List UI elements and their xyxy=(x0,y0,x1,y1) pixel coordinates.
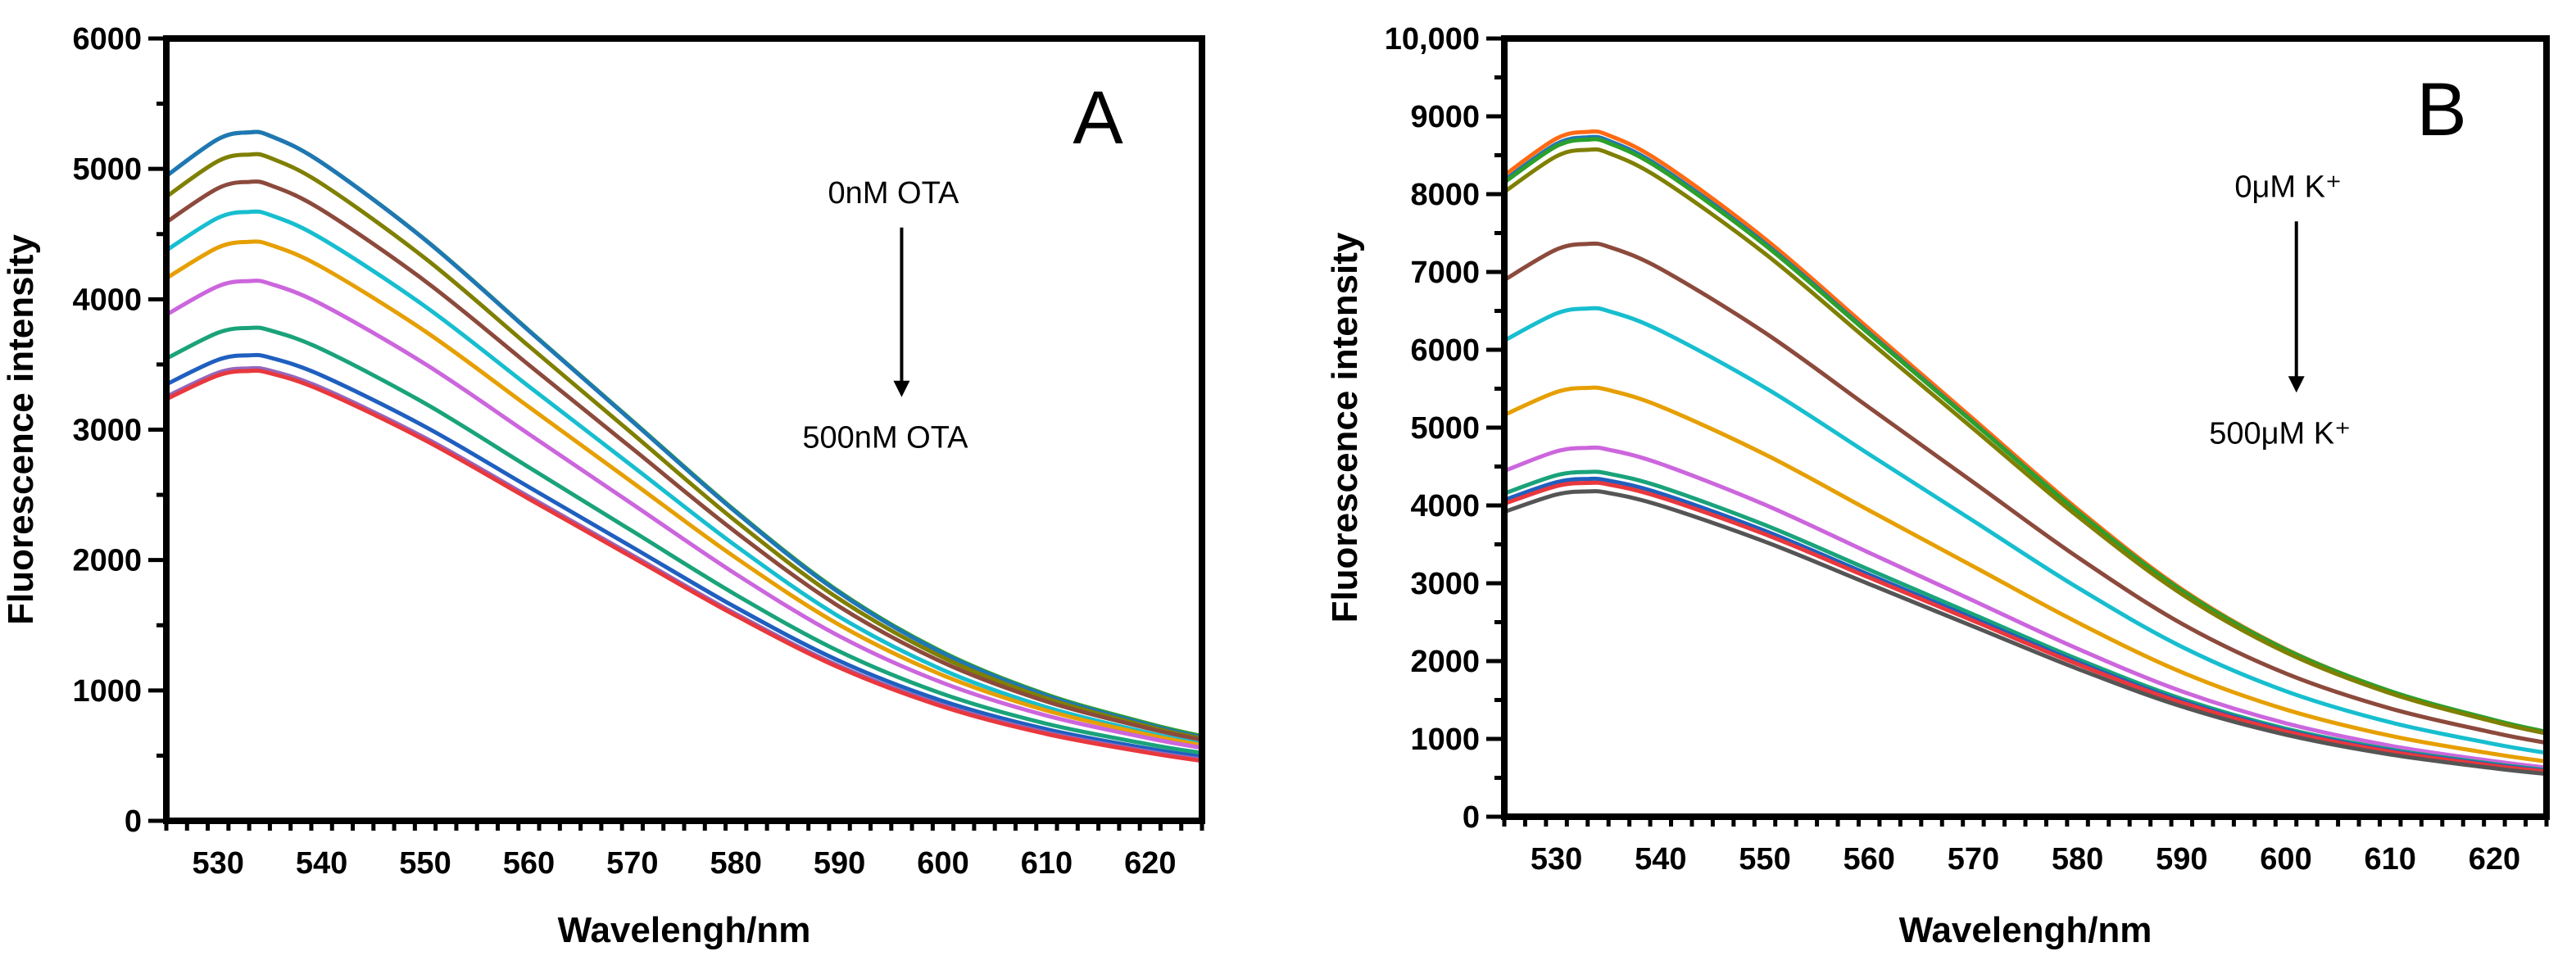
series-line-2 xyxy=(164,129,1204,740)
x-tick-label: 580 xyxy=(2052,842,2103,877)
annotation-end-label: 500μM K⁺ xyxy=(2209,416,2351,451)
panel-b: 530 540 550 560 570 580 590 600 610 620 0 1000 2000 3… xyxy=(1325,22,2550,950)
x-tick-label: 570 xyxy=(1948,842,1999,877)
y-tick-label: 6000 xyxy=(72,22,142,57)
annotation-start-label: 0nM OTA xyxy=(828,176,959,211)
x-tick-label: 610 xyxy=(2364,842,2415,877)
x-tick-label: 540 xyxy=(296,846,347,881)
x-tick-label: 600 xyxy=(2260,842,2311,877)
x-tick-label: 530 xyxy=(192,846,243,881)
annotation-arrow-head xyxy=(893,380,910,397)
y-tick-label: 5000 xyxy=(72,152,142,187)
y-axis-title: Fluorescence intensity xyxy=(1325,232,1365,623)
x-tick-label: 560 xyxy=(503,846,555,881)
y-tick-label: 1000 xyxy=(1410,723,1480,757)
series-group xyxy=(1502,129,2549,777)
y-tick-label: 1000 xyxy=(72,674,142,709)
x-tick-label: 570 xyxy=(606,846,658,881)
x-axis-title: Wavelengh/nm xyxy=(558,910,811,950)
series-line-7 xyxy=(1502,385,2549,763)
y-tick-label: 4000 xyxy=(72,283,142,317)
y-axis-title: Fluorescence intensity xyxy=(1,234,41,625)
y-tick-label: 7000 xyxy=(1410,256,1480,290)
x-tick-label: 620 xyxy=(2469,842,2520,877)
annotation-start-label: 0μM K⁺ xyxy=(2234,170,2342,204)
series-line-7 xyxy=(164,279,1204,750)
panel-letter: A xyxy=(1073,76,1123,160)
x-tick-label: 580 xyxy=(710,846,761,881)
y-tick-label: 6000 xyxy=(1410,333,1480,368)
y-tick-label: 0 xyxy=(1463,800,1480,835)
x-tick-label: 600 xyxy=(917,846,968,881)
series-line-11 xyxy=(1502,480,2549,774)
panel-a: 530 540 550 560 570 580 590 600 610 620 0 1000 2000 3… xyxy=(1,22,1205,950)
series-line-9 xyxy=(1502,469,2549,772)
x-tick-label: 620 xyxy=(1124,846,1176,881)
y-tick-label: 8000 xyxy=(1410,178,1480,212)
x-tick-label: 590 xyxy=(814,846,865,881)
series-line-11 xyxy=(164,368,1204,763)
series-line-6 xyxy=(164,239,1204,748)
y-tick-label: 5000 xyxy=(1410,411,1480,446)
series-line-5 xyxy=(1502,241,2549,745)
x-tick-label: 560 xyxy=(1843,842,1894,877)
series-line-4 xyxy=(1502,147,2549,736)
annotation-end-label: 500nM OTA xyxy=(802,421,968,455)
y-tick-label: 0 xyxy=(125,804,142,839)
y-tick-label: 9000 xyxy=(1410,100,1480,134)
x-tick-label: 550 xyxy=(1739,842,1790,877)
x-tick-label: 590 xyxy=(2156,842,2207,877)
series-line-9 xyxy=(164,352,1204,759)
series-group xyxy=(164,129,1204,763)
series-line-3 xyxy=(164,152,1204,741)
y-tick-label: 2000 xyxy=(1410,645,1480,679)
y-tick-label: 3000 xyxy=(1410,567,1480,601)
annotation-arrow-head xyxy=(2288,376,2305,393)
x-tick-label: 530 xyxy=(1531,842,1582,877)
series-line-1 xyxy=(164,129,1204,738)
x-tick-label: 540 xyxy=(1635,842,1686,877)
series-line-4 xyxy=(164,179,1204,742)
x-tick-label: 550 xyxy=(399,846,451,881)
series-line-6 xyxy=(1502,306,2549,755)
series-line-5 xyxy=(164,209,1204,746)
y-tick-label: 3000 xyxy=(72,414,142,448)
series-line-12 xyxy=(1502,489,2549,777)
plot-frame xyxy=(1501,35,2550,820)
series-line-8 xyxy=(164,325,1204,755)
series-line-3 xyxy=(1502,137,2549,734)
series-line-8 xyxy=(1502,445,2549,770)
panel-letter: B xyxy=(2416,68,2466,152)
y-tick-label: 10,000 xyxy=(1385,22,1480,57)
x-axis-title: Wavelengh/nm xyxy=(1899,910,2152,950)
y-tick-label: 4000 xyxy=(1410,489,1480,523)
y-tick-label: 2000 xyxy=(72,544,142,578)
x-tick-label: 610 xyxy=(1021,846,1073,881)
